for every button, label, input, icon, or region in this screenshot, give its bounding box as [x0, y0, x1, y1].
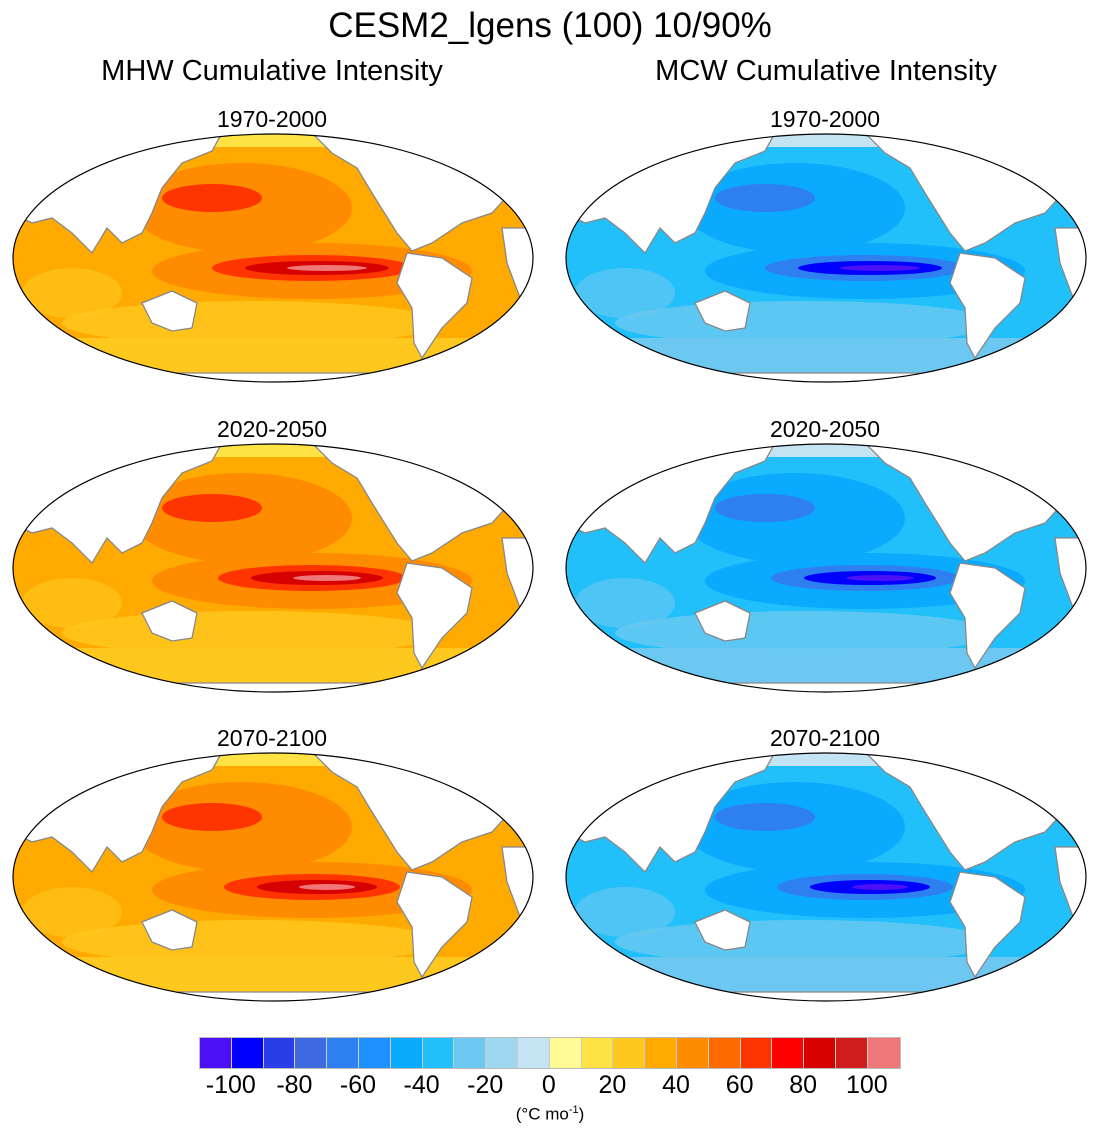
- colorbar-swatch: [772, 1038, 805, 1068]
- colorbar-swatch: [613, 1038, 646, 1068]
- colorbar-swatch: [358, 1038, 391, 1068]
- polar-band: [13, 444, 533, 457]
- colorbar-swatch: [422, 1038, 455, 1068]
- colorbar-swatch: [200, 1038, 232, 1068]
- colorbar-swatch: [645, 1038, 677, 1068]
- equatorial-peak: [846, 575, 914, 581]
- colorbar-tick-label: 60: [725, 1071, 754, 1099]
- equatorial-peak: [293, 575, 361, 581]
- colorbar-tick-label: -100: [205, 1071, 256, 1099]
- kuroshio-region: [162, 803, 262, 831]
- map-panel: [12, 752, 534, 1002]
- polar-band: [566, 444, 1086, 457]
- colorbar-swatch: [804, 1038, 836, 1068]
- indian-ocean-region: [22, 887, 122, 937]
- polar-band: [566, 753, 1086, 766]
- equatorial-peak: [299, 884, 355, 890]
- colorbar-tick-label: -40: [403, 1071, 440, 1099]
- panel-title: 1970-2000: [217, 106, 327, 132]
- colorbar-swatch: [295, 1038, 328, 1068]
- colorbar-swatch: [676, 1038, 709, 1068]
- australia-landmass: [694, 600, 751, 642]
- colorbar-swatch: [486, 1038, 518, 1068]
- column-title-mcw: MCW Cumulative Intensity: [655, 55, 997, 87]
- map-border: [12, 443, 534, 693]
- colorbar-swatch: [549, 1038, 582, 1068]
- map-border: [12, 752, 534, 1002]
- south-america-landmass: [396, 252, 473, 360]
- south-america-landmass: [949, 252, 1026, 360]
- panel-title: 2020-2050: [217, 416, 327, 442]
- colorbar-swatch: [867, 1038, 900, 1068]
- panel-title: 1970-2000: [770, 106, 880, 132]
- subtropical-region: [615, 611, 995, 655]
- colorbar-swatch: [454, 1038, 487, 1068]
- kuroshio-region: [715, 494, 815, 522]
- indian-ocean-region: [575, 578, 675, 628]
- map-border: [565, 752, 1087, 1002]
- colorbar-tick-label: 40: [662, 1071, 690, 1099]
- colorbar-tick-label: 80: [789, 1071, 818, 1099]
- map-panel: [565, 443, 1087, 693]
- panel-title: 2070-2100: [217, 725, 327, 751]
- indian-ocean-region: [22, 578, 122, 628]
- map-border: [565, 443, 1087, 693]
- figure-title: CESM2_lgens (100) 10/90%: [328, 6, 772, 45]
- map-panel: [565, 752, 1087, 1002]
- colorbar: [199, 1037, 901, 1069]
- panel-title: 2070-2100: [770, 725, 880, 751]
- map-border: [565, 133, 1087, 383]
- australia-landmass: [141, 909, 198, 951]
- colorbar-swatch: [835, 1038, 868, 1068]
- australia-landmass: [141, 600, 198, 642]
- equatorial-peak: [840, 265, 920, 271]
- colorbar-swatch: [517, 1038, 550, 1068]
- australia-landmass: [694, 290, 751, 332]
- subtropical-region: [62, 611, 442, 655]
- australia-landmass: [694, 909, 751, 951]
- polar-band: [13, 753, 533, 766]
- colorbar-swatch: [740, 1038, 773, 1068]
- map-panel: [12, 133, 534, 383]
- indian-ocean-region: [575, 268, 675, 318]
- subtropical-region: [62, 301, 442, 345]
- south-america-landmass: [396, 562, 473, 670]
- subtropical-region: [615, 920, 995, 964]
- kuroshio-region: [715, 803, 815, 831]
- colorbar-tick-label: 100: [845, 1071, 888, 1099]
- colorbar-unit: (°C mo-1): [515, 1104, 585, 1124]
- colorbar-swatch: [231, 1038, 264, 1068]
- polar-band: [13, 134, 533, 147]
- polar-band: [566, 134, 1086, 147]
- colorbar-swatch: [708, 1038, 741, 1068]
- australia-landmass: [141, 290, 198, 332]
- colorbar-tick-label: -20: [467, 1071, 504, 1099]
- kuroshio-region: [162, 494, 262, 522]
- south-america-landmass: [396, 871, 473, 979]
- colorbar-swatch: [390, 1038, 423, 1068]
- map-panel: [565, 133, 1087, 383]
- indian-ocean-region: [575, 887, 675, 937]
- indian-ocean-region: [22, 268, 122, 318]
- column-title-mhw: MHW Cumulative Intensity: [101, 55, 443, 87]
- equatorial-peak: [852, 884, 908, 890]
- colorbar-tick-label: -60: [339, 1071, 377, 1099]
- subtropical-region: [615, 301, 995, 345]
- equatorial-peak: [287, 265, 367, 271]
- colorbar-swatch: [327, 1038, 359, 1068]
- colorbar-tick-label: 20: [598, 1071, 627, 1099]
- south-america-landmass: [949, 562, 1026, 670]
- colorbar-tick-label: -80: [276, 1071, 313, 1099]
- south-america-landmass: [949, 871, 1026, 979]
- colorbar-tick-label: 0: [541, 1071, 556, 1099]
- colorbar-swatch: [581, 1038, 614, 1068]
- subtropical-region: [62, 920, 442, 964]
- map-border: [12, 133, 534, 383]
- kuroshio-region: [162, 184, 262, 212]
- map-panel: [12, 443, 534, 693]
- kuroshio-region: [715, 184, 815, 212]
- panel-title: 2020-2050: [770, 416, 880, 442]
- colorbar-swatch: [263, 1038, 296, 1068]
